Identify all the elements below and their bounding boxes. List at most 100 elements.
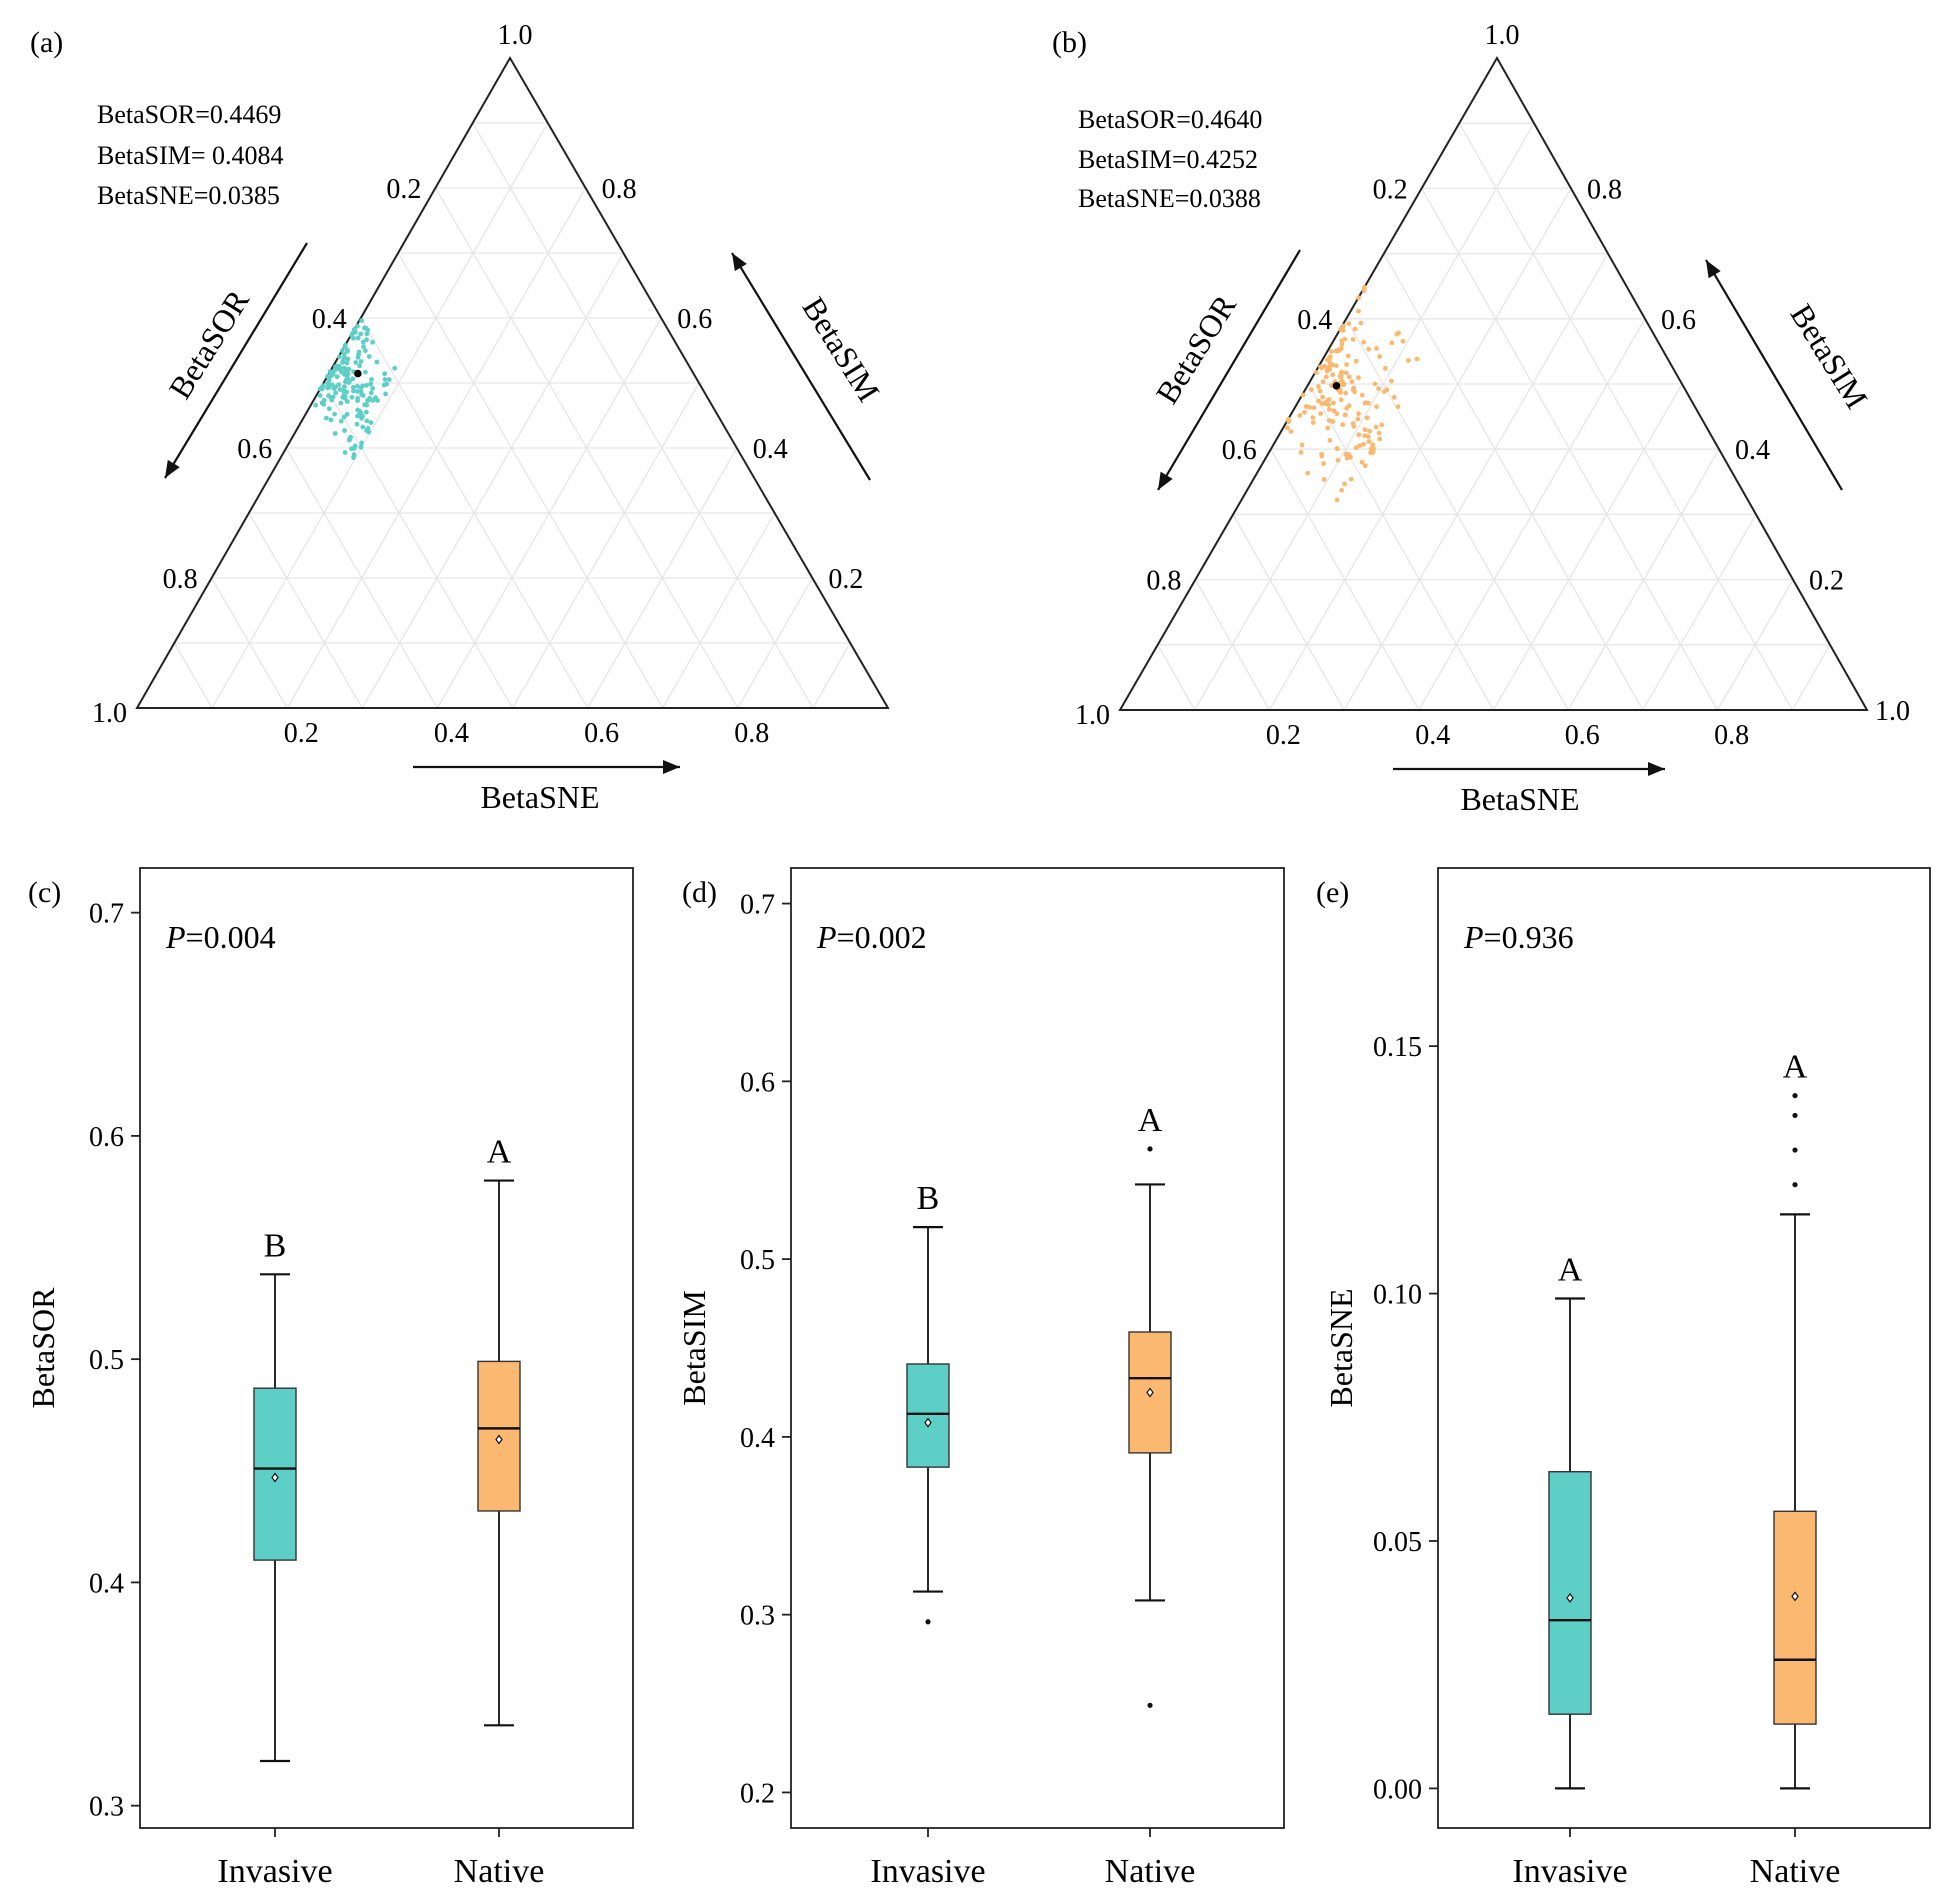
data-point <box>1358 320 1364 326</box>
data-point <box>347 435 353 441</box>
data-point <box>1359 392 1365 398</box>
box-invasive <box>906 1363 950 1468</box>
data-point <box>355 355 361 360</box>
grid-line <box>211 122 549 709</box>
data-point <box>1338 372 1344 377</box>
data-point <box>1344 362 1349 367</box>
data-point <box>1356 295 1361 301</box>
data-point <box>1361 339 1366 345</box>
data-point <box>1356 308 1361 314</box>
grid-line <box>1157 644 1196 711</box>
grid-line <box>173 642 213 709</box>
data-point <box>355 398 360 404</box>
data-point <box>364 383 369 388</box>
data-point <box>313 402 318 408</box>
tick-label-betasor: 0.4 <box>1297 305 1332 336</box>
data-point <box>1330 400 1336 406</box>
data-point <box>1370 442 1376 448</box>
data-point <box>1320 394 1325 400</box>
data-point <box>341 414 347 420</box>
data-point <box>1359 459 1365 465</box>
data-point <box>1329 383 1334 388</box>
stat-betasor-a: BetaSOR=0.4469 <box>97 100 281 129</box>
data-point <box>1327 366 1332 372</box>
data-point <box>1367 428 1372 434</box>
data-point <box>330 394 336 400</box>
p-value-annotation: P=0.002 <box>816 919 927 955</box>
data-point <box>358 444 364 450</box>
tick-label-betasim: 0.8 <box>1587 174 1622 205</box>
data-point <box>1394 331 1400 337</box>
data-point <box>1330 419 1336 424</box>
data-point <box>1318 411 1323 416</box>
data-point <box>1356 411 1361 417</box>
tick-label-betasor: 0.4 <box>312 304 347 335</box>
data-point <box>353 360 359 365</box>
y-tick-label: 0.00 <box>1373 1774 1422 1805</box>
data-point <box>1373 424 1379 430</box>
data-point <box>1362 285 1367 290</box>
data-point <box>361 344 366 350</box>
data-point <box>1351 385 1357 391</box>
data-point <box>1329 349 1334 354</box>
data-point <box>339 348 345 354</box>
data-point <box>1286 416 1291 422</box>
data-point <box>360 424 366 430</box>
panel-label-a: (a) <box>30 26 63 59</box>
data-point <box>365 327 370 333</box>
mean-marker <box>924 1417 932 1428</box>
betasne-arrow-head <box>663 760 680 774</box>
y-tick-label: 0.4 <box>740 1423 775 1454</box>
mean-marker <box>1791 1591 1799 1602</box>
stat-betasne-b: BetaSNE=0.0388 <box>1078 184 1261 213</box>
data-point <box>1400 338 1406 344</box>
p-value: =0.002 <box>837 919 927 955</box>
betasim-arrow-line <box>1705 259 1843 491</box>
data-point <box>1321 477 1327 482</box>
axis-label-betasim: BetaSIM <box>795 291 887 408</box>
grid-line <box>1307 383 1495 711</box>
y-tick-label: 0.5 <box>89 1345 124 1376</box>
grid-line <box>662 512 776 709</box>
mean-point <box>354 369 362 378</box>
ternary-frame <box>1118 55 1869 711</box>
data-point <box>359 440 364 446</box>
data-point <box>357 363 362 369</box>
data-point <box>342 365 347 371</box>
data-point <box>325 385 330 391</box>
data-point <box>1356 375 1361 381</box>
data-point <box>364 331 370 337</box>
data-point <box>358 359 364 364</box>
data-point <box>1307 404 1312 410</box>
data-point <box>342 355 347 361</box>
data-point <box>354 389 360 394</box>
data-point <box>1352 326 1358 332</box>
data-point <box>352 443 358 449</box>
data-point <box>1389 340 1395 346</box>
panel-label-e: (e) <box>1316 876 1349 909</box>
data-point <box>1320 379 1326 385</box>
data-point <box>382 371 387 377</box>
outlier-point <box>925 1619 931 1625</box>
plot-frame <box>790 867 1285 1829</box>
data-point <box>1350 337 1356 342</box>
grid-line <box>322 382 514 709</box>
data-point <box>332 431 338 436</box>
betasim-arrow-head <box>1706 260 1721 279</box>
x-tick-label-invasive: Invasive <box>1512 1853 1627 1890</box>
data-point <box>1316 398 1321 404</box>
data-point <box>370 386 375 391</box>
data-point <box>1334 446 1340 451</box>
data-point <box>326 393 331 399</box>
data-point <box>333 390 339 396</box>
y-tick-label: 0.6 <box>740 1067 775 1098</box>
data-point <box>372 396 378 402</box>
mean-marker <box>1146 1387 1154 1398</box>
data-point <box>1340 323 1346 329</box>
axis-label-betasne: BetaSNE <box>1460 781 1579 817</box>
ternary-frame <box>135 56 890 709</box>
data-point <box>363 369 368 375</box>
tick-label-left: 1.0 <box>1075 700 1110 731</box>
tick-label-betasor: 0.8 <box>1146 566 1181 597</box>
significance-letter: A <box>1558 1252 1583 1289</box>
